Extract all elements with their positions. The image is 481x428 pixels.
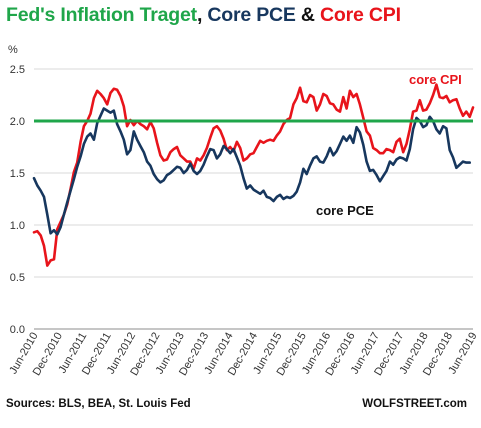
annotation-core-pce: core PCE (316, 203, 374, 218)
y-axis-unit: % (8, 44, 18, 56)
title-fed-target: Fed's Inflation Traget (6, 4, 197, 26)
y-tick-label: 0.5 (10, 272, 25, 284)
y-tick-label: 2.0 (10, 116, 25, 128)
y-tick-label: 1.5 (10, 168, 25, 180)
brand-label: WOLFSTREET.com (362, 398, 467, 410)
y-tick-label: 1.0 (10, 220, 25, 232)
title-core-cpi: Core CPI (320, 4, 401, 26)
series-line-cpi (32, 83, 475, 267)
series-line-pce (32, 107, 472, 236)
title-core-pce: Core PCE (207, 4, 296, 26)
y-tick-label: 0.0 (10, 324, 25, 336)
chart-title: Fed's Inflation Traget, Core PCE & Core … (6, 4, 401, 27)
title-separator-2: & (295, 4, 321, 26)
annotation-core-cpi: core CPI (409, 72, 462, 87)
title-separator-1: , (196, 4, 208, 26)
source-note: Sources: BLS, BEA, St. Louis Fed (6, 398, 191, 410)
y-tick-label: 2.5 (10, 64, 25, 76)
